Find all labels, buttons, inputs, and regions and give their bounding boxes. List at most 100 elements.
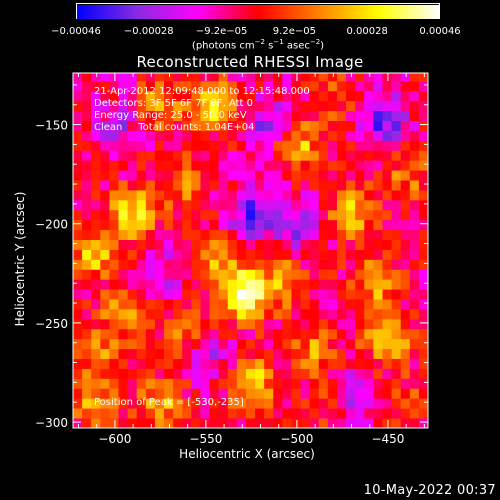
heatmap-pixel [91,170,101,181]
heatmap-pixel [109,408,119,419]
heatmap-pixel [118,140,129,151]
heatmap-pixel [336,170,347,181]
heatmap-pixel [82,229,92,240]
heatmap-pixel [300,299,311,310]
heatmap-pixel [73,279,83,290]
heatmap-pixel [336,358,347,369]
heatmap-pixel [364,209,374,221]
heatmap-pixel [236,269,247,280]
heatmap-pixel [336,209,347,221]
heatmap-pixel [382,160,392,171]
heatmap-pixel [373,259,383,270]
heatmap-pixel [209,190,220,201]
heatmap-pixel [173,170,183,181]
heatmap-pixel [255,348,265,359]
heatmap-pixel [154,269,165,280]
heatmap-pixel [136,378,147,389]
heatmap-pixel [109,239,119,250]
heatmap-pixel [300,388,311,399]
heatmap-pixel [273,378,283,389]
heatmap-pixel [82,269,92,280]
heatmap-pixel [273,73,283,82]
heatmap-pixel [145,170,156,181]
heatmap-pixel [136,120,147,131]
heatmap-pixel [309,289,320,300]
heatmap-pixel [200,120,210,131]
colorbar-tick-label: 0.00028 [346,26,388,37]
heatmap-pixel [300,279,311,290]
heatmap-pixel [154,130,165,141]
heatmap-pixel [191,358,201,369]
heatmap-pixel [209,378,220,389]
heatmap-pixel [382,358,392,369]
heatmap-pixel [236,100,247,112]
heatmap-pixel [100,328,110,340]
heatmap-pixel [318,130,329,141]
heatmap-pixel [318,289,329,300]
heatmap-pixel [100,130,110,141]
heatmap-pixel [327,249,338,260]
heatmap-pixel [236,219,247,231]
heatmap-pixel [182,209,192,221]
chart-title: Reconstructed RHESSI Image [136,53,364,71]
heatmap-pixel [245,130,256,141]
heatmap-pixel [364,73,374,82]
heatmap-pixel [391,348,402,359]
heatmap-pixel [191,378,201,389]
heatmap-pixel [336,73,347,82]
heatmap-pixel [336,289,347,300]
peak-position-label: Position of Peak = [-530,-235] [94,397,244,408]
heatmap-pixel [336,120,347,131]
heatmap-pixel [291,318,301,330]
heatmap-pixel [227,249,238,260]
heatmap-pixel [245,150,256,161]
heatmap-pixel [236,259,247,270]
heatmap-pixel [382,110,392,121]
heatmap-pixel [400,110,411,121]
heatmap-pixel [400,368,411,379]
heatmap-pixel [100,249,110,260]
heatmap-pixel [236,180,247,191]
heatmap-pixel [109,318,119,330]
heatmap-pixel [245,199,256,211]
heatmap-pixel [236,318,247,330]
heatmap-pixel [136,398,147,409]
heatmap-pixel [191,170,201,181]
heatmap-pixel [109,180,119,191]
heatmap-pixel [309,90,320,102]
heatmap-pixel [300,130,311,141]
heatmap-pixel [255,219,265,231]
heatmap-pixel [227,140,238,151]
heatmap-pixel [382,73,392,82]
heatmap-pixel [145,140,156,151]
heatmap-pixel [273,239,283,250]
heatmap-pixel [227,190,238,201]
heatmap-pixel [300,150,311,161]
heatmap-pixel [391,418,402,429]
heatmap-pixel [418,209,429,221]
heatmap-pixel [109,249,119,260]
heatmap-pixel [391,120,402,131]
heatmap-pixel [73,100,83,112]
y-tick-label: −200 [35,218,68,232]
heatmap-pixel [264,249,274,260]
heatmap-pixel [346,130,356,141]
heatmap-pixel [245,170,256,181]
heatmap-pixel [273,309,283,320]
heatmap-pixel [355,269,365,280]
heatmap-pixel [400,90,411,102]
heatmap-pixel [318,80,329,92]
heatmap-pixel [245,219,256,231]
heatmap-pixel [300,73,311,82]
heatmap-pixel [154,120,165,131]
heatmap-pixel [245,368,256,379]
heatmap-pixel [100,309,110,320]
heatmap-pixel [327,398,338,409]
heatmap-pixel [209,388,220,399]
heatmap-pixel [236,190,247,201]
heatmap-pixel [355,309,365,320]
heatmap-pixel [109,80,119,92]
heatmap-pixel [109,100,119,112]
heatmap-pixel [382,80,392,92]
heatmap-pixel [355,418,365,429]
